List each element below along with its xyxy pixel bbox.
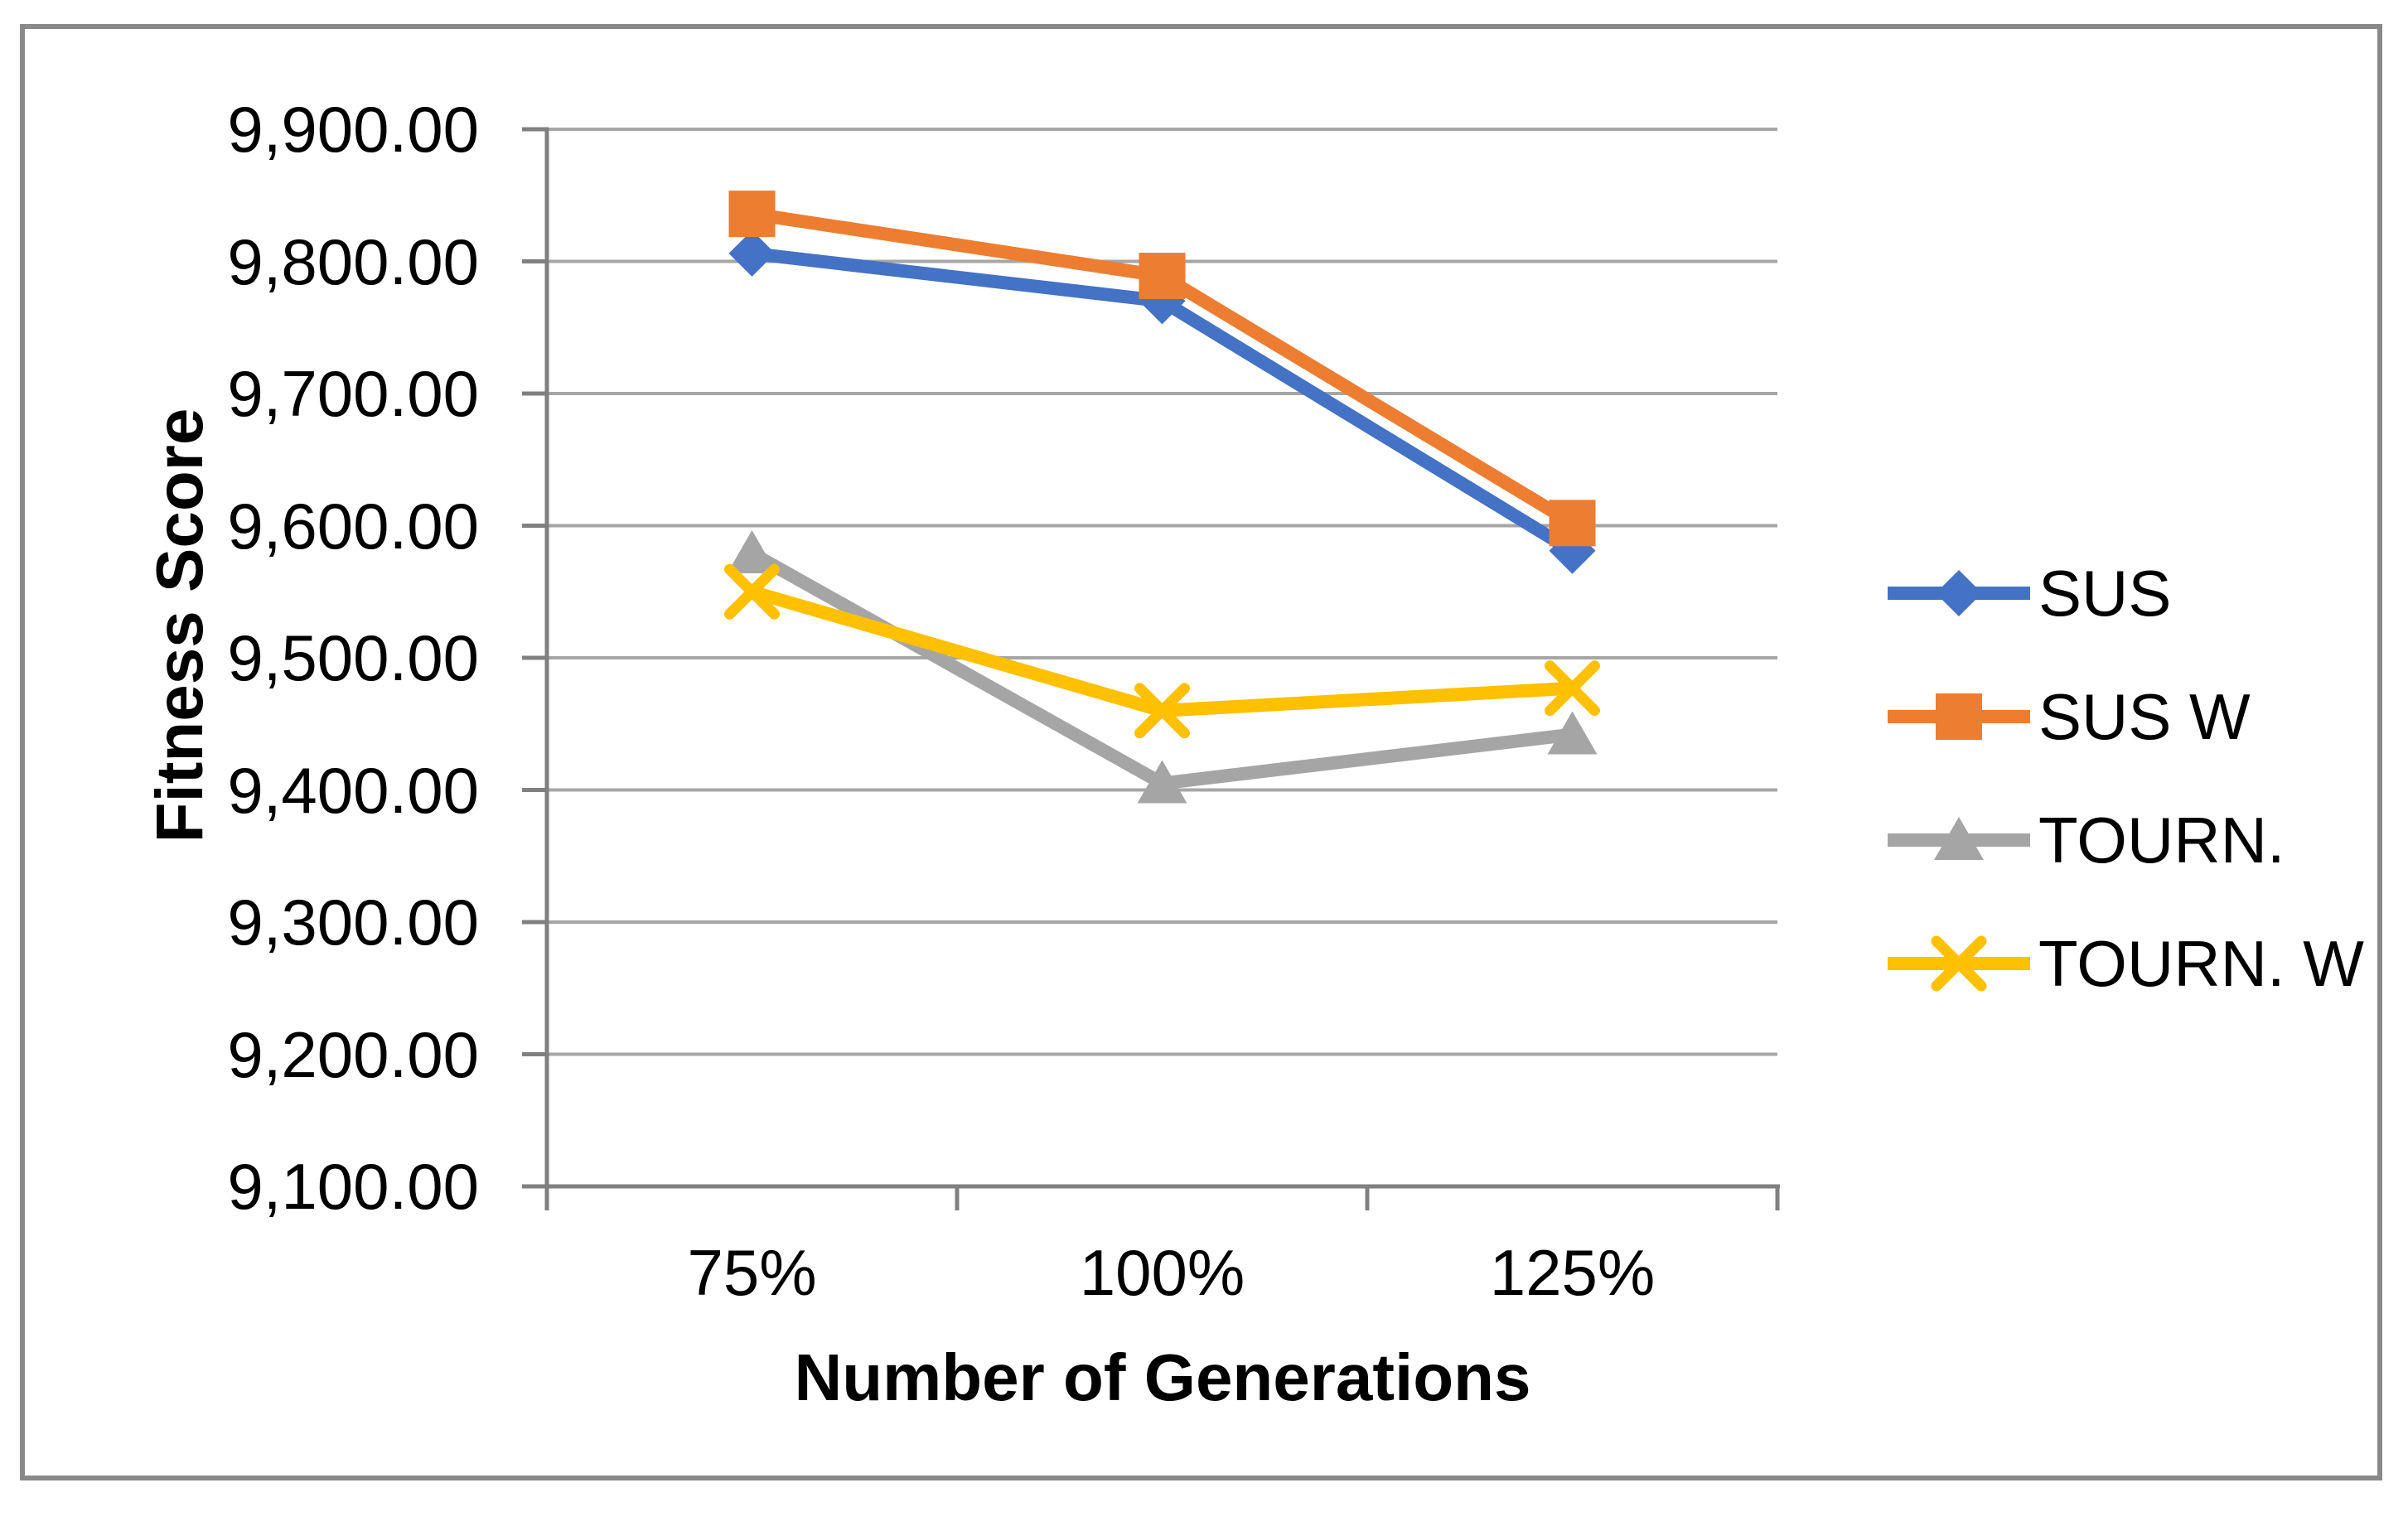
y-tick-label: 9,100.00 <box>227 1150 479 1223</box>
triangle-marker-icon <box>1888 817 2030 860</box>
axes <box>522 127 1780 1210</box>
diamond-marker-icon <box>1888 570 2030 616</box>
chart-border: 9,900.00 9,800.00 9,700.00 9,600.00 9,50… <box>20 24 2382 1480</box>
y-tick-label: 9,300.00 <box>227 886 479 959</box>
y-axis-title: Fitness Score <box>143 408 216 843</box>
x-tick-label: 100% <box>1079 1236 1245 1309</box>
series-lines <box>724 191 1600 804</box>
legend: SUS SUS W TOURN. TOURN. W <box>1884 552 2364 1005</box>
legend-label: TOURN. <box>2038 804 2285 877</box>
y-tick-label: 9,800.00 <box>227 225 479 298</box>
legend-item-tourn-w: TOURN. W <box>1884 922 2364 1005</box>
y-tick-label: 9,600.00 <box>227 489 479 563</box>
x-marker-icon <box>1888 935 2030 992</box>
legend-item-tourn: TOURN. <box>1884 799 2364 882</box>
y-tick-label: 9,700.00 <box>227 357 479 430</box>
square-marker-icon <box>1888 693 2030 740</box>
legend-label: SUS W <box>2038 680 2251 753</box>
legend-label: SUS <box>2038 557 2172 630</box>
plot-canvas <box>522 127 1780 1210</box>
x-axis-title: Number of Generations <box>794 1340 1531 1414</box>
legend-label: TOURN. W <box>2038 927 2364 1000</box>
y-tick-label: 9,400.00 <box>227 753 479 827</box>
legend-item-sus-w: SUS W <box>1884 675 2364 758</box>
legend-item-sus: SUS <box>1884 552 2364 635</box>
y-tick-label: 9,500.00 <box>227 621 479 694</box>
x-tick-label: 125% <box>1489 1236 1656 1309</box>
y-tick-label: 9,200.00 <box>227 1017 479 1091</box>
x-tick-label: 75% <box>687 1236 817 1309</box>
y-tick-label: 9,900.00 <box>227 93 479 166</box>
